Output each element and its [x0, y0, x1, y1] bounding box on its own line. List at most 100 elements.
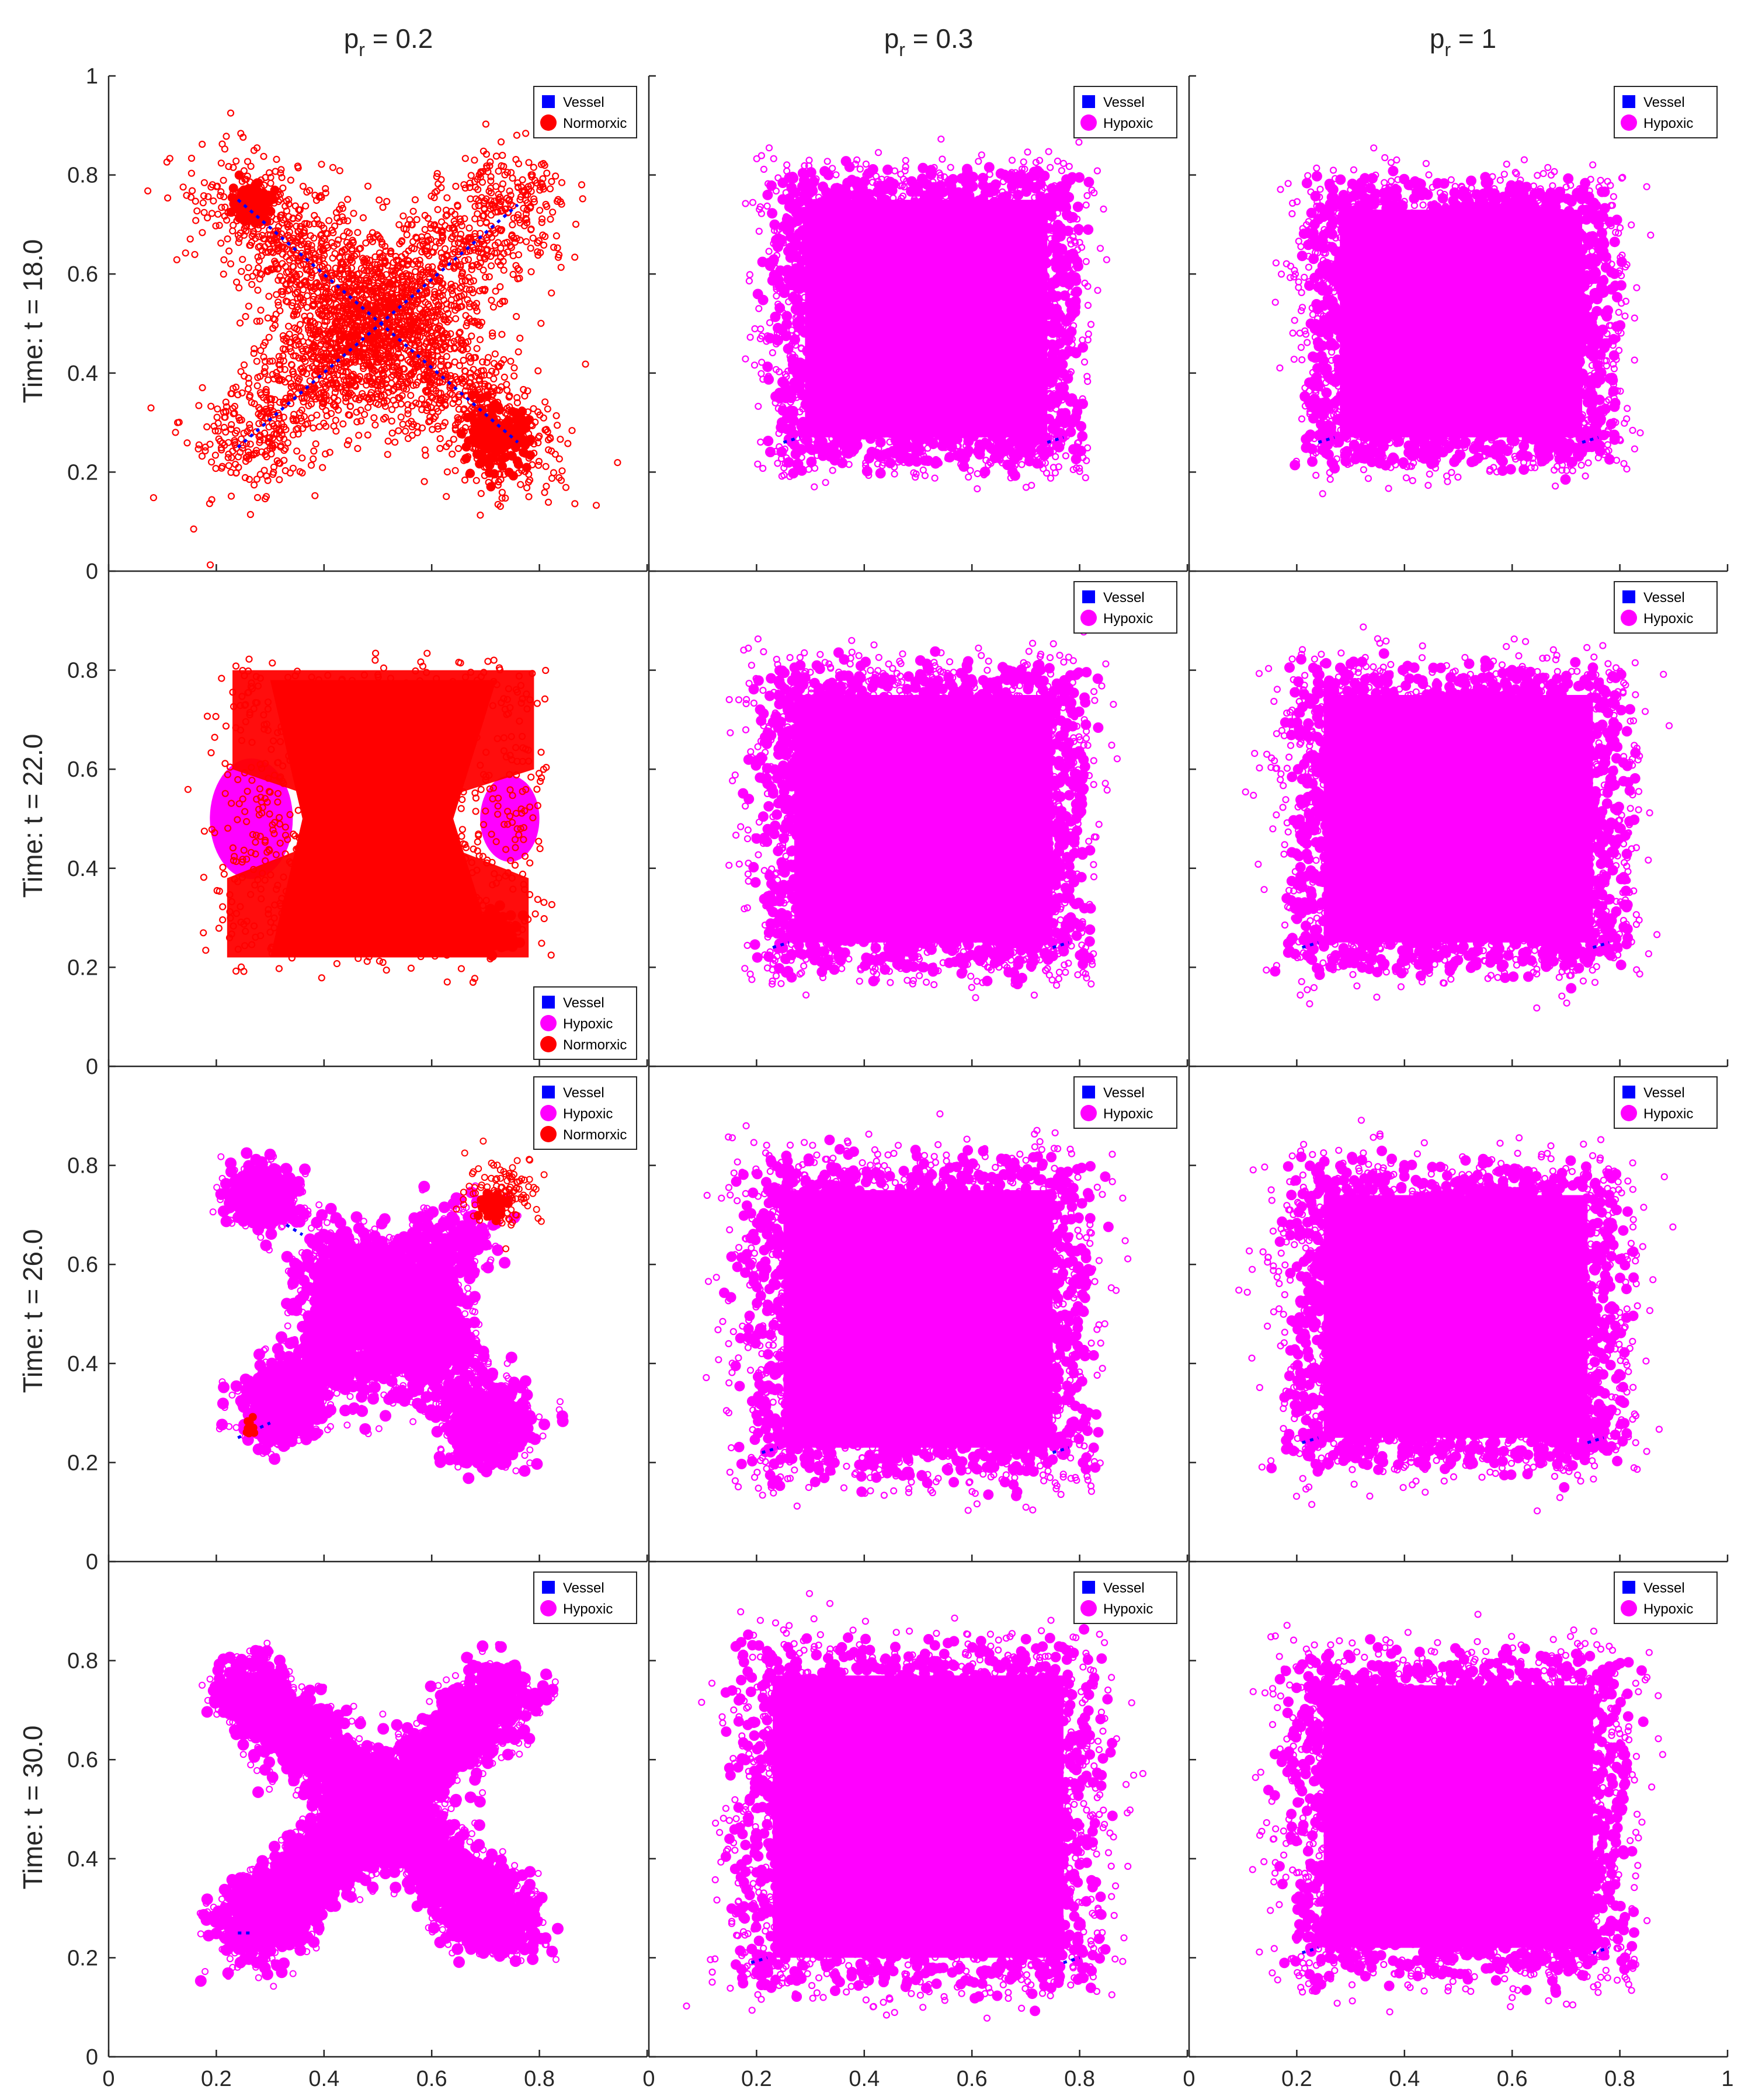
scatter-panel-r0-c1: Vessel Hypoxic [649, 76, 1187, 571]
x-tick-label: 1 [1721, 2067, 1733, 2091]
marker-layer [703, 1111, 1131, 1513]
legend-hypoxic-swatch [1080, 610, 1097, 626]
x-tick-label: 0.2 [201, 2067, 232, 2091]
column-label-0: pr = 0.2 [344, 23, 433, 60]
legend-vessel-label: Vessel [1103, 590, 1145, 606]
legend-hypoxic-swatch [540, 1105, 557, 1121]
x-tick-label: 0.6 [416, 2067, 447, 2091]
y-tick-label: 0 [86, 559, 98, 584]
legend-vessel-label: Vessel [1103, 1085, 1145, 1101]
marker-series [145, 110, 620, 568]
legend-vessel-swatch [542, 1086, 555, 1098]
marker-layer [1273, 145, 1654, 496]
legend-vessel-swatch [1622, 590, 1635, 603]
legend-normoxic-swatch [540, 1126, 557, 1142]
x-tick-label: 0.2 [741, 2067, 772, 2091]
legend-vessel-swatch [542, 95, 555, 108]
marker-layer [195, 1640, 564, 1990]
legend-vessel-swatch [542, 1581, 555, 1594]
legend-normoxic-swatch [540, 114, 557, 131]
legend-hypoxic-swatch [1080, 114, 1097, 131]
y-tick-label: 0.4 [67, 857, 98, 881]
x-tick-label: 0 [1183, 2067, 1195, 2091]
x-tick-label: 0.8 [1064, 2067, 1095, 2091]
legend-vessel-label: Vessel [1643, 590, 1685, 606]
legend-hypoxic-label: Hypoxic [1643, 611, 1693, 627]
y-tick-label: 0.8 [67, 164, 98, 188]
legend-vessel-swatch [1622, 1086, 1635, 1098]
legend-hypoxic-label: Hypoxic [1103, 1106, 1153, 1122]
marker-layer [210, 1138, 569, 1484]
legend-normoxic-swatch [540, 1036, 557, 1052]
column-label-1: pr = 0.3 [884, 23, 974, 60]
legend-vessel-swatch [1082, 1086, 1095, 1098]
marker-fill [457, 390, 536, 491]
y-tick-label: 0.6 [67, 1748, 98, 1772]
scatter-panel-r1-c2: Vessel Hypoxic [1189, 571, 1728, 1066]
y-tick-label: 0.2 [67, 1451, 98, 1475]
x-tick-label: 0.2 [1281, 2067, 1312, 2091]
marker-layer [1243, 624, 1672, 1011]
row-label-2: Time: t = 26.0 [18, 1229, 48, 1393]
x-tick-label: 0.6 [957, 2067, 988, 2091]
legend-hypoxic-swatch [1621, 610, 1637, 626]
y-tick-label: 0.4 [67, 1352, 98, 1376]
legend-hypoxic-label: Hypoxic [563, 1016, 613, 1032]
legend: Vessel Hypoxic [1074, 582, 1177, 633]
legend-vessel-label: Vessel [1103, 95, 1145, 110]
x-tick-label: 0.4 [1389, 2067, 1420, 2091]
y-tick-label: 0.4 [67, 361, 98, 386]
legend-vessel-label: Vessel [563, 1085, 604, 1101]
legend-hypoxic-label: Hypoxic [563, 1106, 613, 1122]
legend-hypoxic-label: Hypoxic [1103, 116, 1153, 131]
column-label-2: pr = 1 [1430, 23, 1496, 60]
legend-vessel-label: Vessel [563, 995, 604, 1011]
y-tick-label: 0.4 [67, 1847, 98, 1872]
x-tick-label: 0.8 [1604, 2067, 1635, 2091]
legend-vessel-swatch [1082, 590, 1095, 603]
legend-hypoxic-swatch [1621, 1600, 1637, 1616]
y-tick-label: 0.2 [67, 955, 98, 980]
marker-layer [684, 1591, 1146, 2021]
legend-vessel-label: Vessel [563, 1580, 604, 1596]
legend-normoxic-label: Normorxic [563, 116, 627, 131]
y-tick-label: 0.8 [67, 659, 98, 683]
x-tick-label: 0 [642, 2067, 655, 2091]
y-tick-label: 0.2 [67, 1946, 98, 1970]
legend-vessel-swatch [1622, 1581, 1635, 1594]
y-tick-label: 0.2 [67, 460, 98, 485]
legend-normoxic-label: Normorxic [563, 1127, 627, 1143]
marker-layer [726, 629, 1120, 1000]
y-tick-label: 0.8 [67, 1154, 98, 1178]
scatter-panel-r1-c1: Vessel Hypoxic [649, 571, 1187, 1066]
legend-hypoxic-label: Hypoxic [1643, 1106, 1693, 1122]
legend-vessel-label: Vessel [1643, 1580, 1685, 1596]
marker-layer [145, 110, 620, 568]
y-tick-label: 1 [86, 64, 98, 89]
x-tick-label: 0.4 [308, 2067, 339, 2091]
legend: Vessel Hypoxic Normorxic [534, 1077, 637, 1149]
legend-hypoxic-swatch [540, 1015, 557, 1031]
marker-layer [1250, 1611, 1666, 2015]
x-tick-label: 0.4 [849, 2067, 880, 2091]
legend-vessel-label: Vessel [1643, 95, 1685, 110]
marker-fill [1263, 1634, 1649, 1998]
legend-vessel-swatch [1622, 95, 1635, 108]
legend-hypoxic-swatch [1621, 114, 1637, 131]
legend-hypoxic-label: Hypoxic [1103, 611, 1153, 627]
x-tick-label: 0.6 [1497, 2067, 1528, 2091]
legend: Vessel Hypoxic [1074, 86, 1177, 138]
y-tick-label: 0.6 [67, 757, 98, 782]
legend-hypoxic-label: Hypoxic [1103, 1601, 1153, 1617]
legend-vessel-label: Vessel [563, 95, 604, 110]
